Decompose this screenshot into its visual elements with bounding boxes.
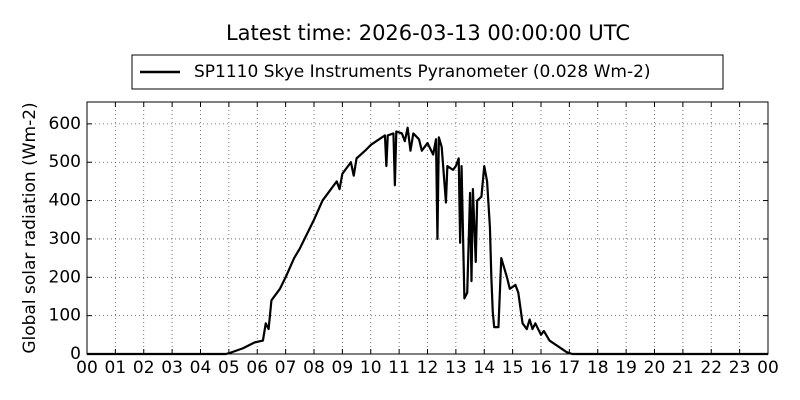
x-tick-label: 21 <box>672 358 694 378</box>
x-tick-label: 03 <box>161 358 183 378</box>
plot-frame <box>86 101 769 355</box>
y-tick-label: 300 <box>49 229 81 249</box>
y-tick-label: 200 <box>49 267 81 287</box>
x-tick-label: 05 <box>218 358 240 378</box>
y-tick-label: 500 <box>49 152 81 172</box>
x-tick-label: 16 <box>530 358 552 378</box>
y-tick-label: 0 <box>70 344 81 364</box>
y-tick-label: 600 <box>49 114 81 134</box>
x-tick-label: 06 <box>246 358 268 378</box>
x-tick-label: 20 <box>644 358 666 378</box>
y-tick-label: 400 <box>49 191 81 211</box>
x-tick-label: 07 <box>275 358 297 378</box>
x-tick-label: 11 <box>388 358 410 378</box>
x-tick-label: 18 <box>587 358 609 378</box>
x-tick-label: 04 <box>190 358 212 378</box>
x-tick-label: 01 <box>105 358 127 378</box>
legend-box <box>131 54 724 90</box>
x-tick-label: 22 <box>700 358 722 378</box>
x-tick-label: 08 <box>303 358 325 378</box>
x-tick-label: 00 <box>757 358 779 378</box>
data-line <box>87 126 768 356</box>
x-tick-label: 15 <box>502 358 524 378</box>
y-tick-label: 100 <box>49 306 81 326</box>
x-tick-label: 14 <box>473 358 495 378</box>
x-tick-label: 23 <box>729 358 751 378</box>
x-tick-label: 02 <box>133 358 155 378</box>
chart-title: Latest time: 2026-03-13 00:00:00 UTC <box>226 21 630 45</box>
y-axis-label: Global solar radiation (Wm-2) <box>20 102 40 353</box>
x-tick-label: 10 <box>360 358 382 378</box>
x-tick-label: 12 <box>417 358 439 378</box>
x-tick-label: 19 <box>615 358 637 378</box>
legend-label: SP1110 Skye Instruments Pyranometer (0.0… <box>194 62 651 82</box>
x-tick-label: 00 <box>76 358 98 378</box>
x-tick-label: 13 <box>445 358 467 378</box>
x-tick-label: 09 <box>332 358 354 378</box>
x-tick-label: 17 <box>559 358 581 378</box>
